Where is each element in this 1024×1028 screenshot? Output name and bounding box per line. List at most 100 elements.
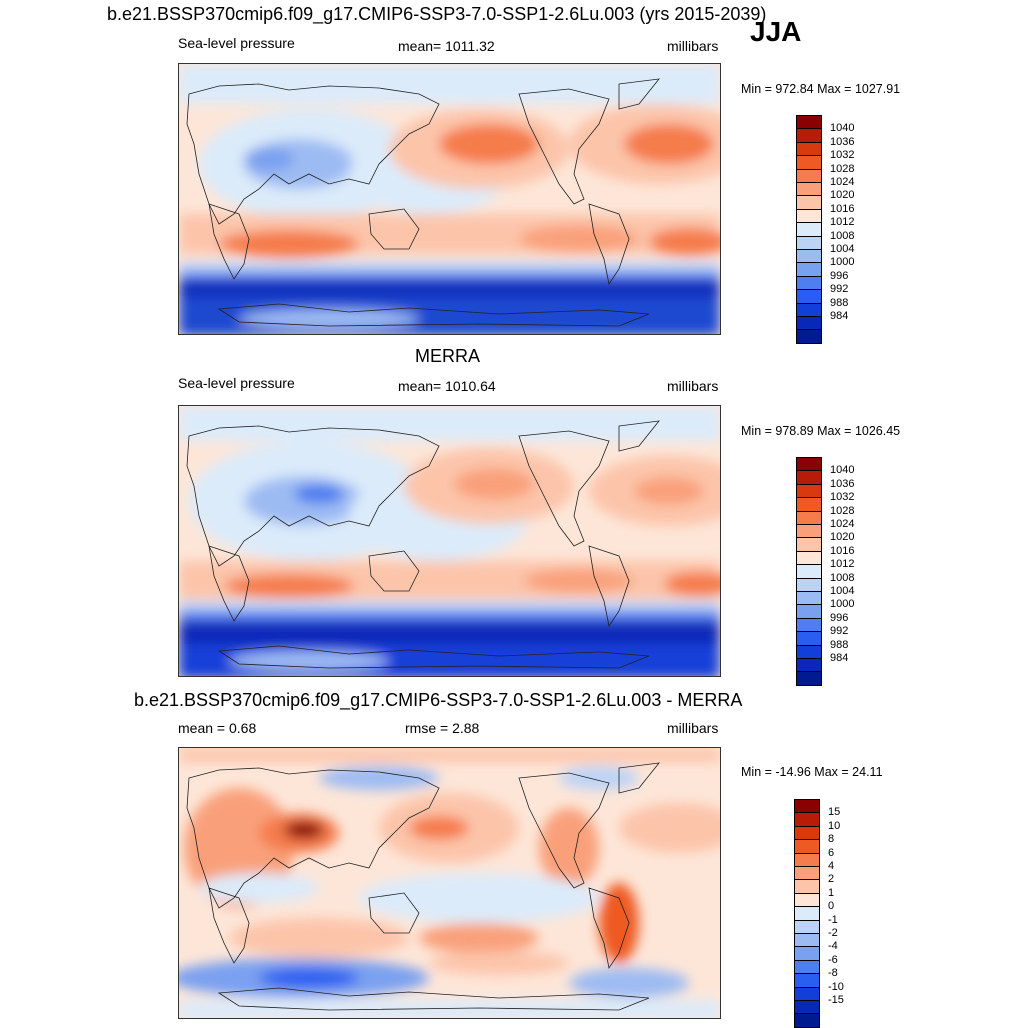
colorbar-swatch xyxy=(794,825,820,841)
panel2-mean-label: mean= 1010.64 xyxy=(398,378,496,394)
colorbar-swatch xyxy=(796,302,822,317)
colorbar-label: 992 xyxy=(830,283,849,296)
panel1-units-label: millibars xyxy=(667,38,719,54)
colorbar-label: 0 xyxy=(828,900,835,913)
colorbar-label: 1008 xyxy=(830,229,855,242)
colorbar-swatch xyxy=(796,644,822,659)
colorbar-label: -6 xyxy=(828,953,838,966)
colorbar-label: 1040 xyxy=(830,122,855,135)
colorbar-swatch xyxy=(796,457,822,472)
colorbar-swatch xyxy=(794,933,820,948)
colorbar-label: 1024 xyxy=(830,176,855,188)
colorbar-swatch xyxy=(796,617,822,633)
colorbar-swatch xyxy=(794,879,820,894)
colorbar-label: 4 xyxy=(828,860,835,872)
panel1-map xyxy=(178,63,721,335)
colorbar-swatch xyxy=(796,222,822,237)
colorbar-label: 1016 xyxy=(830,544,855,557)
colorbar-label: 1016 xyxy=(830,202,855,215)
colorbar-label: 984 xyxy=(830,652,849,664)
colorbar-swatch xyxy=(796,510,822,525)
panel1-variable-label: Sea-level pressure xyxy=(178,35,295,51)
colorbar-swatch xyxy=(796,316,822,331)
colorbar-swatch xyxy=(794,906,820,921)
panel3-mean-label: mean = 0.68 xyxy=(178,720,257,736)
colorbar-label: -10 xyxy=(828,980,844,993)
panel1-title: b.e21.BSSP370cmip6.f09_g17.CMIP6-SSP3-7.… xyxy=(107,4,767,24)
colorbar-label: 10 xyxy=(828,819,841,832)
colorbar-swatch xyxy=(796,671,822,686)
colorbar-swatch xyxy=(794,812,820,827)
panel3-map xyxy=(178,747,721,1019)
colorbar-swatch xyxy=(796,524,822,539)
panel2-minmax: Min = 978.89 Max = 1026.45 xyxy=(741,424,901,438)
colorbar-swatch xyxy=(794,852,820,867)
colorbar-swatch xyxy=(794,959,820,975)
colorbar-swatch xyxy=(794,839,820,854)
colorbar-swatch xyxy=(796,604,822,619)
colorbar-swatch xyxy=(796,591,822,606)
colorbar-swatch xyxy=(796,631,822,646)
panel3-title: b.e21.BSSP370cmip6.f09_g17.CMIP6-SSP3-7.… xyxy=(134,690,743,710)
colorbar-swatch xyxy=(794,986,820,1001)
colorbar-label: 1032 xyxy=(830,149,855,162)
colorbar-label: 6 xyxy=(828,846,835,859)
colorbar-swatch xyxy=(794,919,820,934)
colorbar-swatch xyxy=(794,892,820,908)
colorbar-swatch xyxy=(796,208,822,224)
colorbar-label: 996 xyxy=(830,611,849,624)
colorbar-label: 1008 xyxy=(830,571,855,584)
panel2-units-label: millibars xyxy=(667,378,719,394)
colorbar-swatch xyxy=(796,262,822,277)
colorbar-label: 1024 xyxy=(830,518,855,530)
colorbar-label: 996 xyxy=(830,269,849,282)
colorbar-label: 988 xyxy=(830,638,849,651)
colorbar-swatch xyxy=(796,564,822,579)
colorbar-swatch xyxy=(796,577,822,592)
colorbar-swatch xyxy=(796,497,822,512)
colorbar-label: 1040 xyxy=(830,464,855,477)
colorbar-swatch xyxy=(796,537,822,552)
colorbar-label: 1012 xyxy=(830,216,855,229)
colorbar-label: 984 xyxy=(830,310,849,322)
colorbar-label: 1020 xyxy=(830,531,855,544)
colorbar-label: 988 xyxy=(830,296,849,309)
panel3-units-label: millibars xyxy=(667,720,719,736)
panel1-colorbar: 1040 1036 1032 1028 1024 1020 1016 1012 1008 1004… xyxy=(796,115,876,344)
colorbar-swatch xyxy=(796,249,822,264)
colorbar-swatch xyxy=(796,289,822,304)
colorbar-swatch xyxy=(796,168,822,183)
panel2-colorbar: 1040 1036 1032 1028 1024 1020 1016 1012 1008 1004… xyxy=(796,457,876,686)
colorbar-swatch xyxy=(796,658,822,673)
colorbar-swatch xyxy=(796,182,822,197)
colorbar-swatch xyxy=(796,128,822,143)
colorbar-swatch xyxy=(794,1013,820,1028)
colorbar-label: 1004 xyxy=(830,585,855,597)
colorbar-label: -15 xyxy=(828,994,844,1006)
colorbar-swatch xyxy=(794,973,820,988)
colorbar-swatch xyxy=(796,470,822,485)
colorbar-swatch xyxy=(796,115,822,130)
colorbar-label: 1 xyxy=(828,886,835,899)
colorbar-label: 1028 xyxy=(830,504,855,517)
colorbar-label: 1032 xyxy=(830,491,855,504)
colorbar-swatch xyxy=(794,1000,820,1015)
colorbar-swatch xyxy=(796,275,822,291)
season-label: JJA xyxy=(750,16,802,47)
colorbar-label: 1036 xyxy=(830,477,855,490)
colorbar-label: 1012 xyxy=(830,558,855,571)
colorbar-swatch xyxy=(796,483,822,499)
panel2-title: MERRA xyxy=(415,346,481,366)
colorbar-label: -4 xyxy=(828,940,838,953)
panel2-map xyxy=(178,405,721,677)
panel2-variable-label: Sea-level pressure xyxy=(178,375,295,391)
colorbar-label: 1000 xyxy=(830,598,855,611)
colorbar-swatch xyxy=(794,946,820,961)
colorbar-label: 1000 xyxy=(830,256,855,269)
colorbar-swatch xyxy=(796,141,822,157)
colorbar-label: 2 xyxy=(828,873,835,886)
colorbar-swatch xyxy=(796,329,822,344)
colorbar-label: 15 xyxy=(828,806,841,819)
colorbar-label: 8 xyxy=(828,833,835,846)
panel1-mean-label: mean= 1011.32 xyxy=(398,38,495,54)
